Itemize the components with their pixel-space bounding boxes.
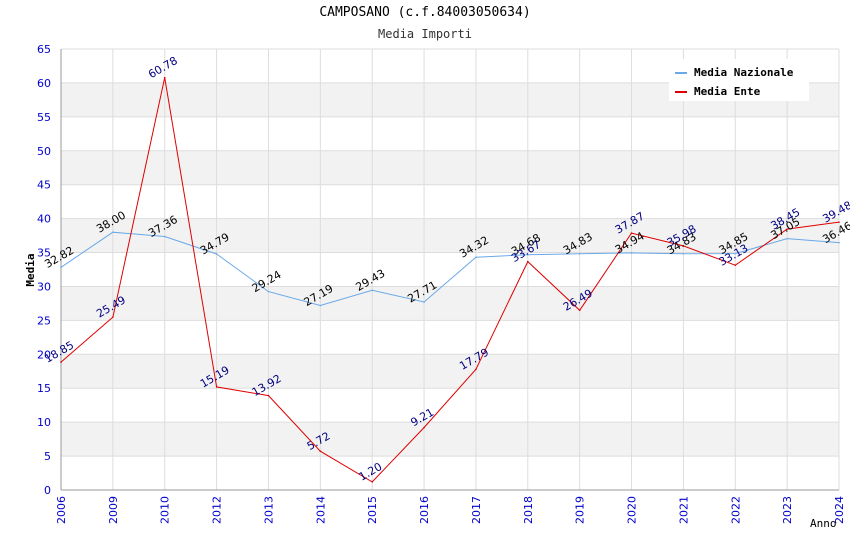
data-point (267, 290, 270, 293)
grid-band (61, 218, 839, 253)
data-point (319, 450, 322, 452)
grid-band (61, 354, 839, 389)
data-point (838, 221, 840, 223)
data-point (630, 252, 633, 254)
data-point (112, 316, 114, 318)
y-tick-label: 20 (37, 348, 51, 361)
y-tick-label: 40 (37, 213, 51, 226)
data-point (734, 252, 737, 255)
legend-label: Media Nazionale (694, 66, 794, 79)
x-tick-label: 2017 (470, 496, 483, 524)
x-tick-label: 2009 (107, 496, 120, 524)
data-point (423, 426, 425, 429)
x-tick-label: 2021 (677, 496, 690, 524)
x-tick-label: 2020 (626, 496, 639, 524)
x-tick-label: 2024 (833, 496, 846, 524)
data-point (371, 481, 374, 483)
x-tick-label: 2023 (781, 496, 794, 524)
legend-label: Media Ente (694, 85, 761, 98)
media-ente-line (60, 77, 840, 483)
data-point (527, 253, 529, 256)
y-axis-label: Media (24, 253, 37, 286)
y-tick-label: 65 (37, 43, 51, 56)
y-tick-label: 55 (37, 111, 51, 124)
y-tick-label: 45 (37, 179, 51, 192)
data-point (215, 253, 218, 255)
chart-title: CAMPOSANO (c.f.84003050634) (319, 5, 531, 20)
chart-subtitle: Media Importi (378, 27, 472, 41)
data-point (112, 231, 114, 233)
data-point (475, 256, 477, 258)
x-tick-label: 2019 (574, 496, 587, 524)
data-point (786, 237, 788, 240)
legend: Media Nazionale Media Ente (669, 59, 809, 101)
x-tick-label: 2014 (314, 496, 327, 524)
x-tick-label: 2015 (366, 496, 379, 524)
data-point (682, 252, 685, 255)
x-tick-label: 2018 (522, 496, 535, 524)
data-point (371, 289, 374, 292)
data-point (527, 260, 529, 263)
y-tick-label: 5 (44, 450, 51, 463)
y-tick-label: 35 (37, 247, 51, 260)
y-tick-label: 15 (37, 382, 51, 395)
data-point (423, 301, 425, 303)
data-point (786, 228, 788, 230)
x-axis-label: Anno (810, 517, 837, 530)
data-point (682, 245, 685, 247)
data-point (630, 232, 633, 234)
data-point (60, 361, 62, 363)
data-label: 1.20 (357, 460, 385, 484)
y-tick-label: 0 (44, 484, 51, 497)
legend-box (669, 59, 809, 101)
x-tick-label: 2022 (729, 496, 742, 524)
grid-band (61, 286, 839, 321)
data-point (163, 235, 166, 238)
data-point (267, 394, 270, 397)
data-point (578, 309, 581, 312)
y-tick-label: 50 (37, 145, 51, 158)
data-point (475, 368, 477, 371)
data-point (60, 266, 62, 269)
data-point (215, 386, 218, 388)
x-tick-label: 2010 (159, 496, 172, 524)
data-point (578, 252, 581, 255)
grid-band (61, 150, 839, 185)
y-tick-label: 10 (37, 416, 51, 429)
data-point (838, 241, 840, 244)
x-tick-label: 2016 (418, 496, 431, 524)
x-tick-label: 2012 (211, 496, 224, 524)
grid-band (61, 422, 839, 457)
x-tick-label: 2013 (262, 496, 275, 524)
data-point (163, 76, 166, 79)
data-label: 60.78 (146, 54, 180, 81)
data-point (319, 304, 322, 307)
data-point (734, 264, 737, 267)
media-nazionale-line (60, 231, 840, 307)
x-tick-label: 2006 (55, 496, 68, 524)
y-tick-label: 30 (37, 280, 51, 293)
y-tick-label: 60 (37, 77, 51, 90)
y-tick-label: 25 (37, 314, 51, 327)
